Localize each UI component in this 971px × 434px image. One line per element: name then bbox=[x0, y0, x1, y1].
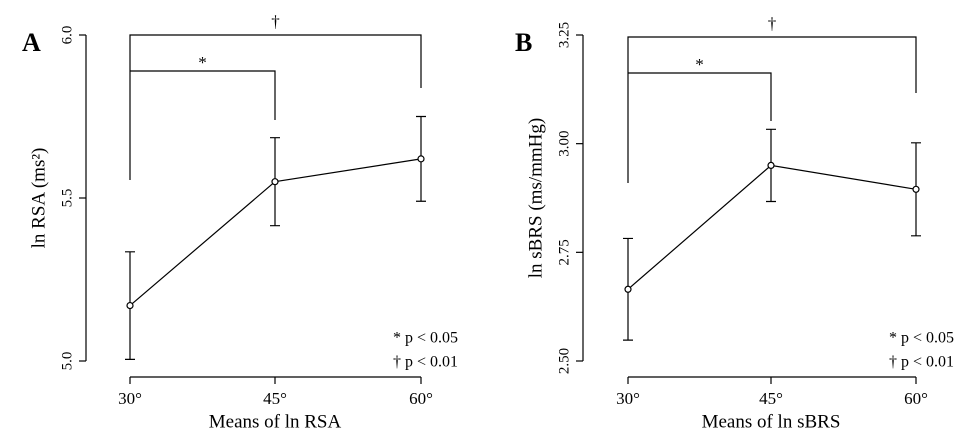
y-tick-label: 2.75 bbox=[556, 239, 572, 265]
point bbox=[767, 161, 775, 169]
annotation: * bbox=[198, 53, 207, 72]
point bbox=[126, 301, 134, 310]
bracket bbox=[130, 70, 276, 120]
bracket bbox=[129, 34, 422, 180]
y-tick-label: 3.25 bbox=[556, 22, 572, 48]
y-axis-label: ln RSA (ms²) bbox=[28, 148, 49, 249]
annotation: * bbox=[695, 55, 704, 74]
y-tick-label: 2.50 bbox=[556, 348, 572, 374]
annotation: † bbox=[768, 14, 777, 33]
x-tick-label: 45° bbox=[263, 389, 287, 408]
note: * p < 0.05 bbox=[889, 330, 954, 347]
y-tick-label: 5.5 bbox=[59, 189, 75, 208]
y-axis-label: ln sBRS (ms/mmHg) bbox=[525, 118, 546, 278]
bracket bbox=[628, 72, 772, 121]
x-axis-label: Means of ln RSA bbox=[209, 411, 342, 432]
y-tick-label: 5.0 bbox=[59, 352, 75, 371]
bracket bbox=[627, 36, 917, 183]
x-axis-label: Means of ln sBRS bbox=[702, 411, 841, 432]
x-tick-label: 45° bbox=[759, 389, 783, 408]
x-tick-label: 60° bbox=[904, 389, 928, 408]
panel-label: B bbox=[515, 28, 532, 57]
note: * p < 0.05 bbox=[393, 330, 458, 347]
note: † p < 0.01 bbox=[889, 354, 954, 371]
y-tick-label: 6.0 bbox=[59, 26, 75, 45]
y-tick-label: 3.00 bbox=[556, 131, 572, 157]
point bbox=[912, 185, 920, 193]
note: † p < 0.01 bbox=[393, 354, 458, 371]
x-tick-label: 30° bbox=[118, 389, 142, 408]
annotation: † bbox=[271, 12, 280, 31]
panel-label: A bbox=[22, 28, 41, 57]
series-line bbox=[627, 164, 917, 290]
x-tick-label: 30° bbox=[616, 389, 640, 408]
point bbox=[271, 178, 279, 186]
point bbox=[417, 155, 425, 163]
x-tick-label: 60° bbox=[409, 389, 433, 408]
point bbox=[624, 285, 632, 293]
